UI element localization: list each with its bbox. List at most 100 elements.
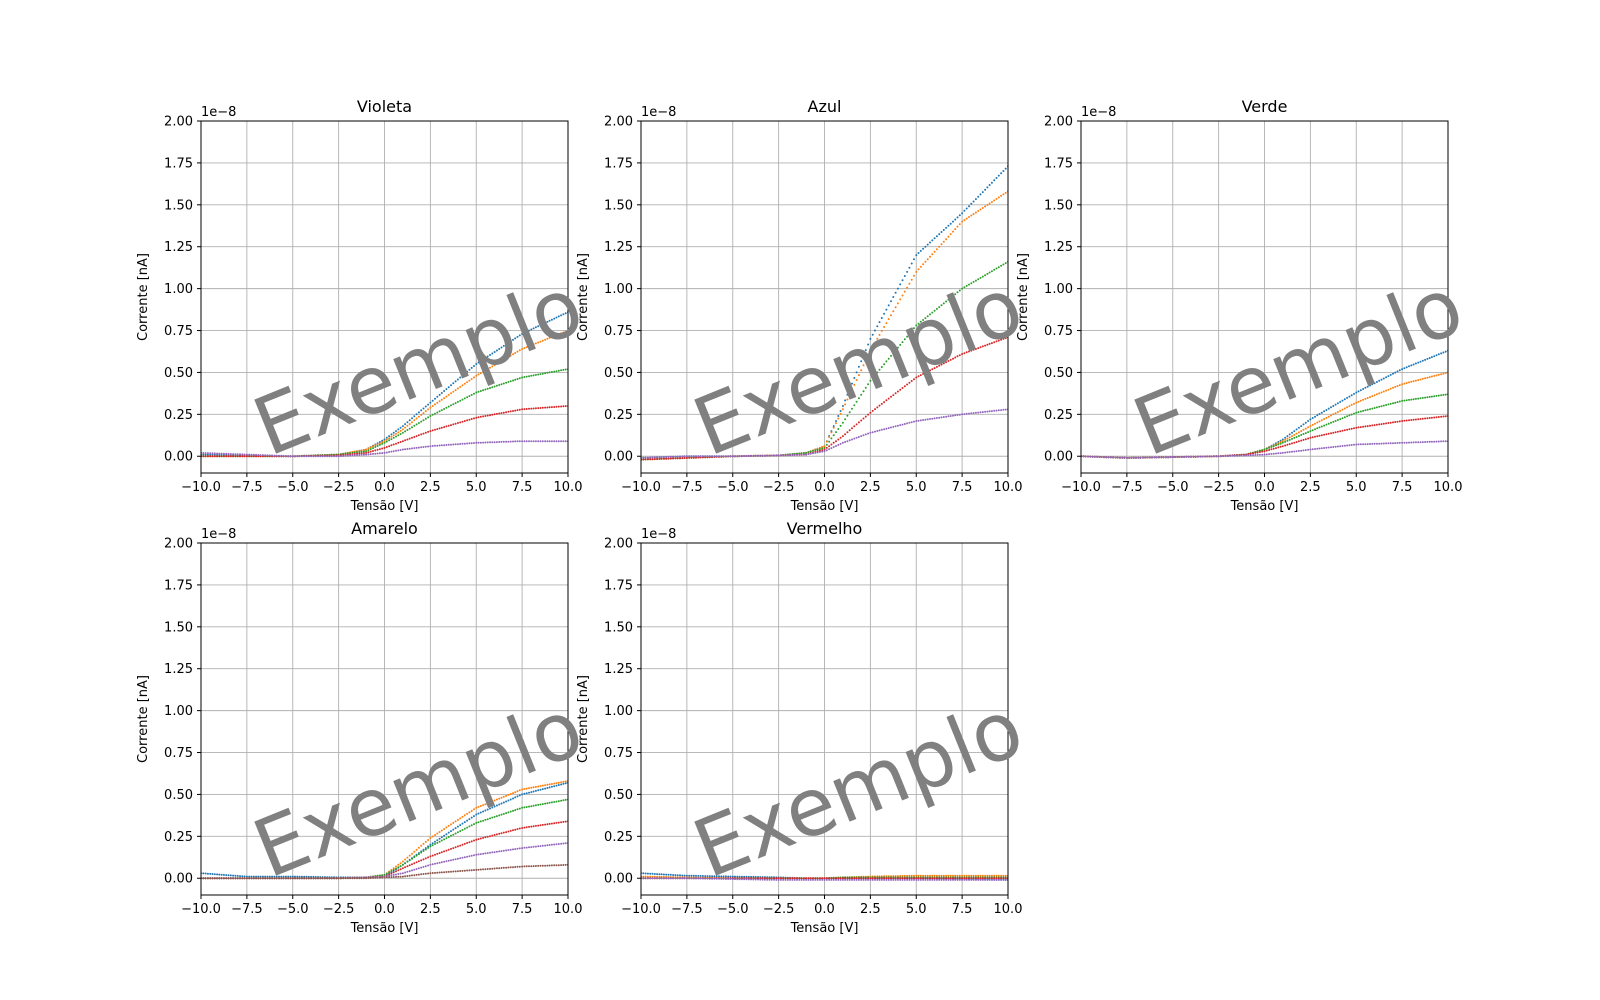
y-tick-label: 1.50: [604, 620, 633, 635]
y-tick-label: 0.00: [604, 450, 633, 465]
y-tick-label: 0.25: [604, 408, 633, 423]
y-tick-label: 0.00: [604, 872, 633, 887]
subplot-title: Vermelho: [787, 519, 863, 538]
y-tick-label: 1.50: [164, 198, 193, 213]
x-tick-label: −7.5: [231, 902, 263, 917]
y-tick-label: 1.75: [604, 578, 633, 593]
y-tick-label: 1.00: [604, 282, 633, 297]
y-tick-label: 1.25: [164, 662, 193, 677]
y-tick-label: 1.25: [164, 240, 193, 255]
x-tick-label: 0.0: [374, 902, 395, 917]
x-tick-label: −5.0: [277, 902, 309, 917]
x-tick-label: 0.0: [814, 902, 835, 917]
y-tick-label: 0.25: [604, 830, 633, 845]
y-tick-label: 0.25: [164, 830, 193, 845]
x-tick-label: 2.5: [860, 480, 881, 495]
y-tick-label: 0.25: [164, 408, 193, 423]
y-tick-label: 1.50: [164, 620, 193, 635]
x-tick-label: 7.5: [512, 902, 533, 917]
y-tick-label: 0.50: [1044, 366, 1073, 381]
y-tick-label: 0.00: [1044, 450, 1073, 465]
y-tick-label: 0.50: [604, 366, 633, 381]
subplot-title: Amarelo: [351, 519, 418, 538]
subplot-3: −10.0 −7.5 −5.0 −2.5 0.0 2.5 5.0 7.5 10.0 0.00 0.2…: [1016, 97, 1475, 514]
axis-offset-text: 1e−8: [641, 105, 676, 120]
axis-offset-text: 1e−8: [201, 527, 236, 542]
axes-frame: [200, 120, 569, 474]
x-tick-label: 2.5: [420, 902, 441, 917]
x-tick-label: 10.0: [554, 902, 583, 917]
x-axis-label: Tensão [V]: [350, 921, 419, 936]
y-tick-label: 2.00: [604, 537, 633, 552]
y-axis-label: Corrente [nA]: [576, 253, 591, 341]
y-axis-label: Corrente [nA]: [1016, 253, 1031, 341]
x-tick-label: −2.5: [323, 480, 355, 495]
y-tick-label: 1.75: [164, 156, 193, 171]
axes-frame: [200, 542, 569, 896]
y-tick-label: 0.50: [164, 366, 193, 381]
x-tick-label: 7.5: [512, 480, 533, 495]
subplot-4: −10.0 −7.5 −5.0 −2.5 0.0 2.5 5.0 7.5 10.0 0.00 0.2…: [136, 519, 595, 936]
subplot-title: Verde: [1242, 97, 1288, 116]
x-tick-label: −5.0: [717, 902, 749, 917]
x-tick-label: 10.0: [994, 480, 1023, 495]
y-tick-label: 0.50: [604, 788, 633, 803]
watermark-text: Exemplo: [241, 681, 595, 896]
y-tick-label: 1.25: [604, 662, 633, 677]
y-tick-label: 0.75: [164, 324, 193, 339]
axes-frame: [1080, 120, 1449, 474]
x-tick-label: 0.0: [1254, 480, 1275, 495]
y-tick-label: 0.50: [164, 788, 193, 803]
x-tick-label: 10.0: [1434, 480, 1463, 495]
y-tick-label: 0.75: [164, 746, 193, 761]
y-tick-label: 0.75: [604, 324, 633, 339]
y-tick-label: 1.75: [604, 156, 633, 171]
x-tick-label: −2.5: [323, 902, 355, 917]
x-tick-label: 5.0: [906, 902, 927, 917]
x-tick-label: −10.0: [181, 480, 221, 495]
y-tick-label: 1.50: [1044, 198, 1073, 213]
subplot-2: −10.0 −7.5 −5.0 −2.5 0.0 2.5 5.0 7.5 10.0 0.00 0.2…: [576, 97, 1035, 514]
y-axis-label: Corrente [nA]: [136, 253, 151, 341]
x-tick-label: −10.0: [181, 902, 221, 917]
subplot-1: −10.0 −7.5 −5.0 −2.5 0.0 2.5 5.0 7.5 10.0 0.00 0.2…: [136, 97, 595, 514]
y-tick-label: 0.00: [164, 450, 193, 465]
x-tick-label: 0.0: [374, 480, 395, 495]
x-tick-label: −2.5: [763, 902, 795, 917]
x-tick-label: −2.5: [763, 480, 795, 495]
x-axis-label: Tensão [V]: [1230, 499, 1299, 514]
y-tick-label: 2.00: [1044, 115, 1073, 130]
x-tick-label: −10.0: [1061, 480, 1101, 495]
axes-frame: [640, 120, 1009, 474]
y-tick-label: 1.00: [164, 282, 193, 297]
x-tick-label: −7.5: [1111, 480, 1143, 495]
x-tick-label: 7.5: [952, 902, 973, 917]
y-tick-label: 2.00: [604, 115, 633, 130]
axis-offset-text: 1e−8: [201, 105, 236, 120]
x-tick-label: 7.5: [952, 480, 973, 495]
series-group: [201, 311, 568, 458]
x-tick-label: 0.0: [814, 480, 835, 495]
x-tick-label: 5.0: [906, 480, 927, 495]
y-tick-label: 1.75: [1044, 156, 1073, 171]
y-tick-label: 2.00: [164, 537, 193, 552]
y-tick-label: 1.25: [604, 240, 633, 255]
x-axis-label: Tensão [V]: [790, 499, 859, 514]
x-tick-label: −2.5: [1203, 480, 1235, 495]
x-tick-label: 7.5: [1392, 480, 1413, 495]
x-tick-label: 5.0: [466, 480, 487, 495]
x-tick-label: −5.0: [1157, 480, 1189, 495]
series-group: [1081, 349, 1448, 459]
x-tick-label: −7.5: [231, 480, 263, 495]
x-tick-label: 10.0: [554, 480, 583, 495]
y-tick-label: 1.00: [1044, 282, 1073, 297]
watermark-text: Exemplo: [681, 259, 1035, 474]
y-tick-label: 1.25: [1044, 240, 1073, 255]
y-tick-label: 0.00: [164, 872, 193, 887]
x-tick-label: 5.0: [1346, 480, 1367, 495]
x-axis-label: Tensão [V]: [350, 499, 419, 514]
axis-offset-text: 1e−8: [1081, 105, 1116, 120]
y-tick-label: 0.75: [604, 746, 633, 761]
subplot-title: Azul: [808, 97, 842, 116]
